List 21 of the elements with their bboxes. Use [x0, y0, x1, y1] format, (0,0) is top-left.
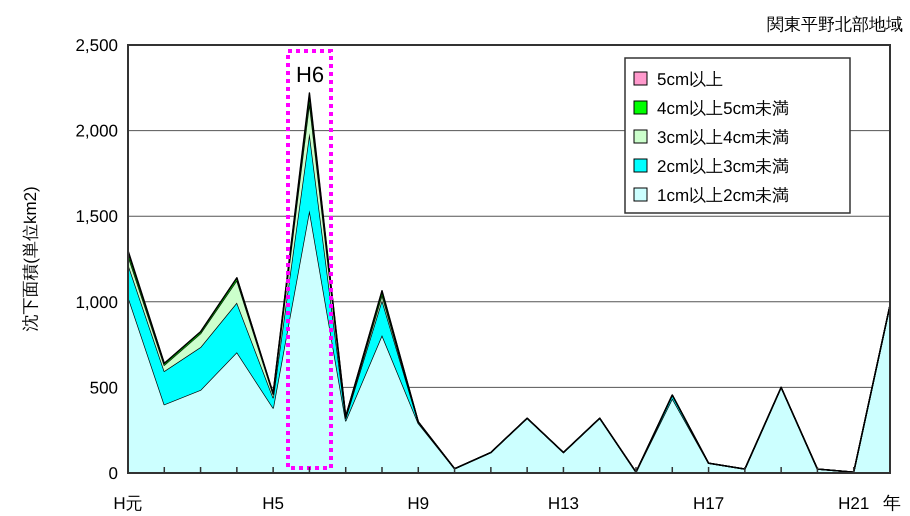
x-tick-label: H21	[838, 494, 870, 513]
y-tick-label: 1,500	[75, 207, 118, 226]
x-tick-label: H13	[548, 494, 580, 513]
x-axis-title: 年	[883, 493, 901, 513]
legend-label: 4cm以上5cm未満	[657, 99, 790, 118]
x-tick-label: H9	[407, 494, 430, 513]
y-tick-label: 2,500	[75, 36, 118, 55]
legend-label: 5cm以上	[657, 70, 724, 89]
y-tick-label: 500	[90, 378, 118, 398]
x-tick-label: H5	[262, 494, 284, 513]
legend-label: 2cm以上3cm未満	[657, 157, 790, 176]
y-axis-title: 沈下面積(単位km2)	[21, 186, 40, 332]
annotation: H6	[296, 62, 324, 87]
y-tick-label: 2,000	[75, 122, 118, 141]
x-tick-label: H元	[113, 494, 143, 513]
y-tick-label: 1,000	[75, 292, 118, 312]
legend-label: 1cm以上2cm未満	[657, 186, 790, 205]
legend-label: 3cm以上4cm未満	[657, 128, 790, 147]
x-tick-label: H17	[692, 494, 724, 513]
y-tick-label: 0	[108, 464, 118, 483]
chart-title: 関東平野北部地域	[767, 15, 903, 34]
